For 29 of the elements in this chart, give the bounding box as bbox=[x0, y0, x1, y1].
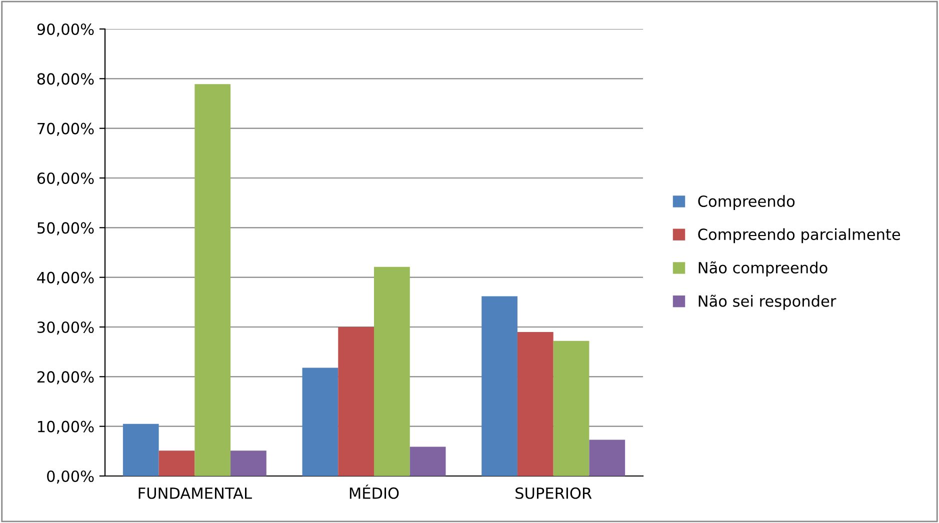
bar bbox=[230, 450, 266, 476]
y-tick-label: 40,00% bbox=[37, 272, 94, 285]
bar bbox=[194, 84, 231, 476]
y-tick-label: 30,00% bbox=[37, 321, 94, 335]
bar bbox=[410, 446, 446, 476]
bar bbox=[158, 450, 195, 476]
y-tick-label: 90,00% bbox=[37, 23, 94, 37]
x-tick-label: FUNDAMENTAL bbox=[138, 488, 252, 499]
bar bbox=[482, 296, 518, 476]
y-tick-label: 70,00% bbox=[38, 122, 94, 136]
y-tick-label: 20,00% bbox=[37, 371, 94, 384]
y-tick-label: 0,00% bbox=[47, 470, 94, 484]
y-tick-label: 10,00% bbox=[38, 420, 94, 434]
legend-label: Compreendo parcialmente bbox=[698, 228, 900, 244]
bar bbox=[589, 440, 626, 476]
y-tick-label: 80,00% bbox=[37, 73, 94, 86]
legend-label: Compreendo bbox=[698, 195, 795, 210]
x-tick-label: MÉDIO bbox=[350, 484, 399, 499]
x-tick-label: SUPERIOR bbox=[516, 487, 592, 499]
legend-label: Não compreendo bbox=[698, 261, 828, 276]
bar bbox=[517, 332, 554, 476]
y-tick-label: 60,00% bbox=[37, 172, 94, 186]
bar bbox=[374, 266, 410, 476]
y-tick-label: 50,00% bbox=[38, 222, 94, 236]
legend-label: Não sei responder bbox=[698, 294, 836, 310]
bar bbox=[338, 327, 374, 476]
bar bbox=[122, 424, 159, 476]
bar bbox=[553, 340, 590, 476]
bar bbox=[302, 368, 338, 476]
